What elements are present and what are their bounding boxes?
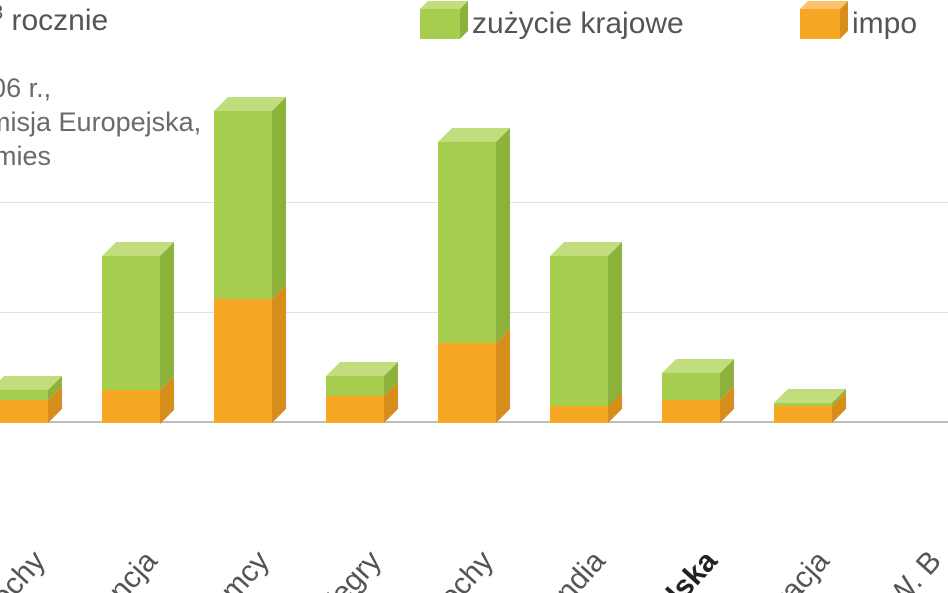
seg-side xyxy=(496,128,510,343)
bars-container xyxy=(0,60,948,423)
bar-polska-import xyxy=(662,400,720,423)
bar-niemcy-import xyxy=(214,299,272,423)
bar-czechy-domestic xyxy=(0,390,48,400)
header-row: d m3 rocznie zużycie krajowe impo xyxy=(0,0,948,48)
seg-side xyxy=(272,97,286,299)
seg-front xyxy=(214,111,272,299)
cat-label-czechy: Czechy xyxy=(0,545,53,593)
seg-front xyxy=(102,256,160,390)
legend-domestic: zużycie krajowe xyxy=(420,7,684,41)
bar-francja-import xyxy=(102,390,160,424)
seg-front xyxy=(0,390,48,400)
bar-włochy-import xyxy=(438,343,496,423)
swatch-domestic xyxy=(420,9,460,39)
bar-holandia-import xyxy=(550,406,608,423)
bar-węgry-domestic xyxy=(326,376,384,396)
seg-front xyxy=(438,343,496,423)
seg-front xyxy=(438,142,496,343)
swatch-domestic-front xyxy=(420,9,460,39)
seg-front xyxy=(0,400,48,423)
seg-front xyxy=(214,299,272,423)
seg-side xyxy=(160,242,174,390)
bar-włochy-domestic xyxy=(438,142,496,343)
seg-side xyxy=(608,242,622,407)
bar-francja-domestic xyxy=(102,256,160,390)
legend-import: impo xyxy=(800,7,917,41)
seg-front xyxy=(774,406,832,423)
chart-frame: d m3 rocznie zużycie krajowe impo za 200… xyxy=(0,0,948,593)
seg-front xyxy=(326,376,384,396)
legend-import-label: impo xyxy=(852,7,917,41)
seg-side xyxy=(272,285,286,423)
seg-front xyxy=(326,396,384,423)
seg-front xyxy=(662,400,720,423)
bar-polska-domestic xyxy=(662,373,720,400)
swatch-domestic-side xyxy=(460,1,468,39)
seg-front xyxy=(550,406,608,423)
chart-area: CzechyFrancjaNiemcyWęgryWłochyHolandiaPo… xyxy=(0,60,948,593)
bar-czechy-import xyxy=(0,400,48,423)
bar-węgry-import xyxy=(326,396,384,423)
seg-side xyxy=(496,329,510,423)
bar-niemcy-domestic xyxy=(214,111,272,299)
bar-słowacja-import xyxy=(774,406,832,423)
seg-front xyxy=(550,256,608,407)
seg-front xyxy=(102,390,160,424)
unit-label: d m3 rocznie xyxy=(0,2,108,38)
unit-suffix: rocznie xyxy=(3,4,108,37)
swatch-import-front xyxy=(800,9,840,39)
bar-holandia-domestic xyxy=(550,256,608,407)
legend-domestic-label: zużycie krajowe xyxy=(472,7,684,41)
swatch-import-side xyxy=(840,1,848,39)
bar-słowacja-domestic xyxy=(774,403,832,406)
seg-front xyxy=(774,403,832,406)
seg-front xyxy=(662,373,720,400)
swatch-import xyxy=(800,9,840,39)
